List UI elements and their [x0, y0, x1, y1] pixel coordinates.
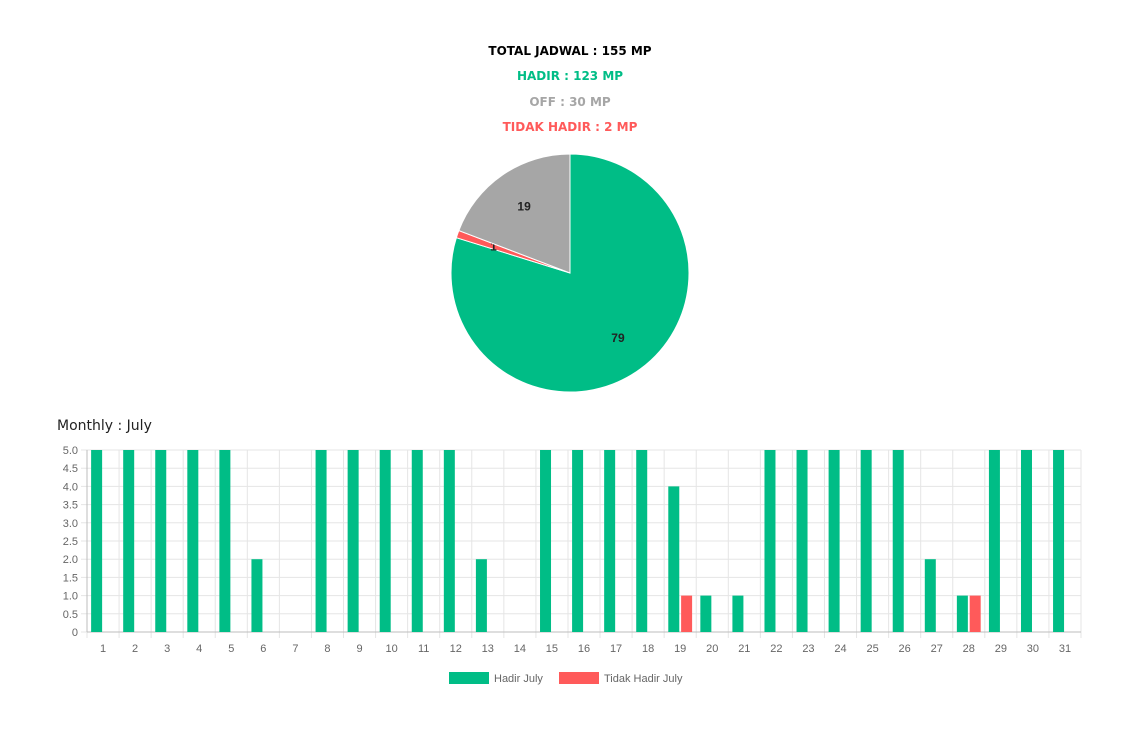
x-tick-label: 11 — [418, 643, 429, 655]
bar-hadir-day-11[interactable] — [411, 450, 423, 632]
x-tick-label: 26 — [899, 643, 911, 655]
attendance-pie-chart: 79 1 19 — [450, 153, 690, 393]
x-tick-label: 31 — [1059, 643, 1071, 655]
legend-label-tidak-hadir[interactable]: Tidak Hadir July — [604, 673, 683, 685]
y-tick-label: 3.5 — [63, 500, 78, 512]
y-tick-label: 5.0 — [63, 445, 78, 457]
bar-hadir-day-27[interactable] — [924, 559, 936, 632]
x-tick-label: 21 — [738, 643, 750, 655]
total-jadwal-label: TOTAL JADWAL : 155 MP — [488, 44, 652, 58]
bar-hadir-day-3[interactable] — [155, 450, 167, 632]
y-tick-label: 2.0 — [63, 554, 78, 566]
x-tick-label: 15 — [546, 643, 558, 655]
bar-hadir-day-22[interactable] — [764, 450, 776, 632]
bar-hadir-day-2[interactable] — [123, 450, 135, 632]
y-tick-label: 4.0 — [63, 481, 78, 493]
bar-hadir-day-21[interactable] — [732, 595, 744, 632]
legend-swatch-hadir[interactable] — [449, 672, 489, 684]
y-tick-label: 4.5 — [63, 463, 78, 475]
bar-hadir-day-25[interactable] — [860, 450, 872, 632]
x-tick-label: 7 — [292, 643, 298, 655]
bar-hadir-day-23[interactable] — [796, 450, 808, 632]
x-tick-label: 1 — [100, 643, 106, 655]
bar-tidak-hadir-day-19[interactable] — [681, 595, 693, 632]
x-tick-label: 22 — [770, 643, 782, 655]
x-tick-label: 5 — [228, 643, 234, 655]
x-tick-label: 29 — [995, 643, 1007, 655]
bar-hadir-day-30[interactable] — [1020, 450, 1032, 632]
bar-hadir-day-31[interactable] — [1053, 450, 1065, 632]
x-tick-label: 9 — [356, 643, 362, 655]
tidak-hadir-label: TIDAK HADIR : 2 MP — [502, 120, 638, 134]
bar-hadir-day-17[interactable] — [604, 450, 616, 632]
pie-label-off: 19 — [517, 199, 531, 213]
x-tick-label: 17 — [610, 643, 622, 655]
x-tick-label: 19 — [674, 643, 686, 655]
bar-hadir-day-29[interactable] — [988, 450, 1000, 632]
x-tick-label: 4 — [196, 643, 202, 655]
bar-hadir-day-6[interactable] — [251, 559, 263, 632]
x-tick-label: 6 — [260, 643, 266, 655]
legend-swatch-tidak-hadir[interactable] — [559, 672, 599, 684]
y-tick-label: 2.5 — [63, 536, 78, 548]
bar-hadir-day-20[interactable] — [700, 595, 712, 632]
bar-hadir-day-15[interactable] — [540, 450, 552, 632]
y-tick-label: 1.0 — [63, 591, 78, 603]
bar-hadir-day-13[interactable] — [475, 559, 487, 632]
y-tick-label: 1.5 — [63, 572, 78, 584]
bar-hadir-day-16[interactable] — [572, 450, 584, 632]
x-tick-label: 12 — [450, 643, 462, 655]
bar-hadir-day-28[interactable] — [956, 595, 968, 632]
x-tick-label: 23 — [802, 643, 814, 655]
legend-label-hadir[interactable]: Hadir July — [494, 673, 543, 685]
pie-label-hadir: 79 — [611, 331, 625, 345]
x-tick-label: 2 — [132, 643, 138, 655]
pie-slice-off[interactable] — [458, 153, 571, 274]
bar-hadir-day-9[interactable] — [347, 450, 359, 632]
pie-label-tidak-hadir: 1 — [490, 240, 497, 254]
x-tick-label: 14 — [514, 643, 526, 655]
off-label: OFF : 30 MP — [529, 95, 611, 109]
y-tick-label: 0 — [72, 627, 78, 639]
x-tick-label: 10 — [385, 643, 397, 655]
bar-hadir-day-24[interactable] — [828, 450, 840, 632]
x-tick-label: 18 — [642, 643, 654, 655]
bar-hadir-day-10[interactable] — [379, 450, 391, 632]
x-tick-label: 25 — [866, 643, 878, 655]
x-tick-label: 30 — [1027, 643, 1039, 655]
bar-hadir-day-26[interactable] — [892, 450, 904, 632]
hadir-label: HADIR : 123 MP — [516, 69, 624, 83]
x-tick-label: 28 — [963, 643, 975, 655]
y-tick-label: 0.5 — [63, 609, 78, 621]
bar-hadir-day-1[interactable] — [91, 450, 103, 632]
bar-hadir-day-18[interactable] — [636, 450, 648, 632]
x-tick-label: 13 — [482, 643, 494, 655]
y-tick-label: 3.0 — [63, 518, 78, 530]
x-tick-label: 16 — [578, 643, 590, 655]
x-tick-label: 3 — [164, 643, 170, 655]
monthly-chart-title: Monthly : July — [57, 418, 152, 434]
x-tick-label: 8 — [324, 643, 330, 655]
bar-hadir-day-19[interactable] — [668, 486, 680, 632]
x-tick-label: 24 — [834, 643, 846, 655]
bar-tidak-hadir-day-28[interactable] — [969, 595, 981, 632]
bar-hadir-day-12[interactable] — [443, 450, 455, 632]
pie-slice-hadir[interactable] — [450, 153, 690, 393]
bar-hadir-day-5[interactable] — [219, 450, 231, 632]
bar-hadir-day-8[interactable] — [315, 450, 327, 632]
bar-hadir-day-4[interactable] — [187, 450, 199, 632]
x-tick-label: 20 — [706, 643, 718, 655]
x-tick-label: 27 — [931, 643, 943, 655]
